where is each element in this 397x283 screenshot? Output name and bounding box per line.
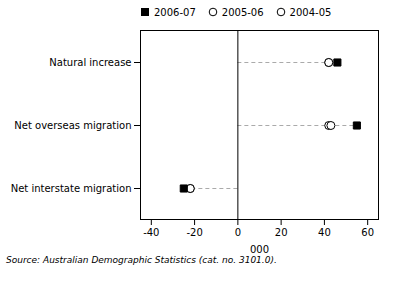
svg-text:Net interstate migration: Net interstate migration [11, 183, 132, 194]
svg-text:000: 000 [250, 244, 269, 255]
html-text:2005-06: 2005-06 [221, 6, 264, 18]
svg-text:40: 40 [318, 227, 331, 238]
svg-text:Natural increase: Natural increase [49, 57, 131, 68]
html-text:2006-07: 2006-07 [154, 6, 196, 18]
svg-text:60: 60 [361, 227, 374, 238]
svg-text:-20: -20 [186, 227, 202, 238]
html-text:Source: Australian Demographic: Source: Australian Demographic Statistic… [6, 255, 277, 265]
svg-text:20: 20 [275, 227, 288, 238]
html-text:2004-05: 2004-05 [289, 6, 332, 18]
svg-text:Net overseas migration: Net overseas migration [14, 120, 131, 131]
svg-text:0: 0 [235, 227, 241, 238]
svg-text:-40: -40 [143, 227, 159, 238]
